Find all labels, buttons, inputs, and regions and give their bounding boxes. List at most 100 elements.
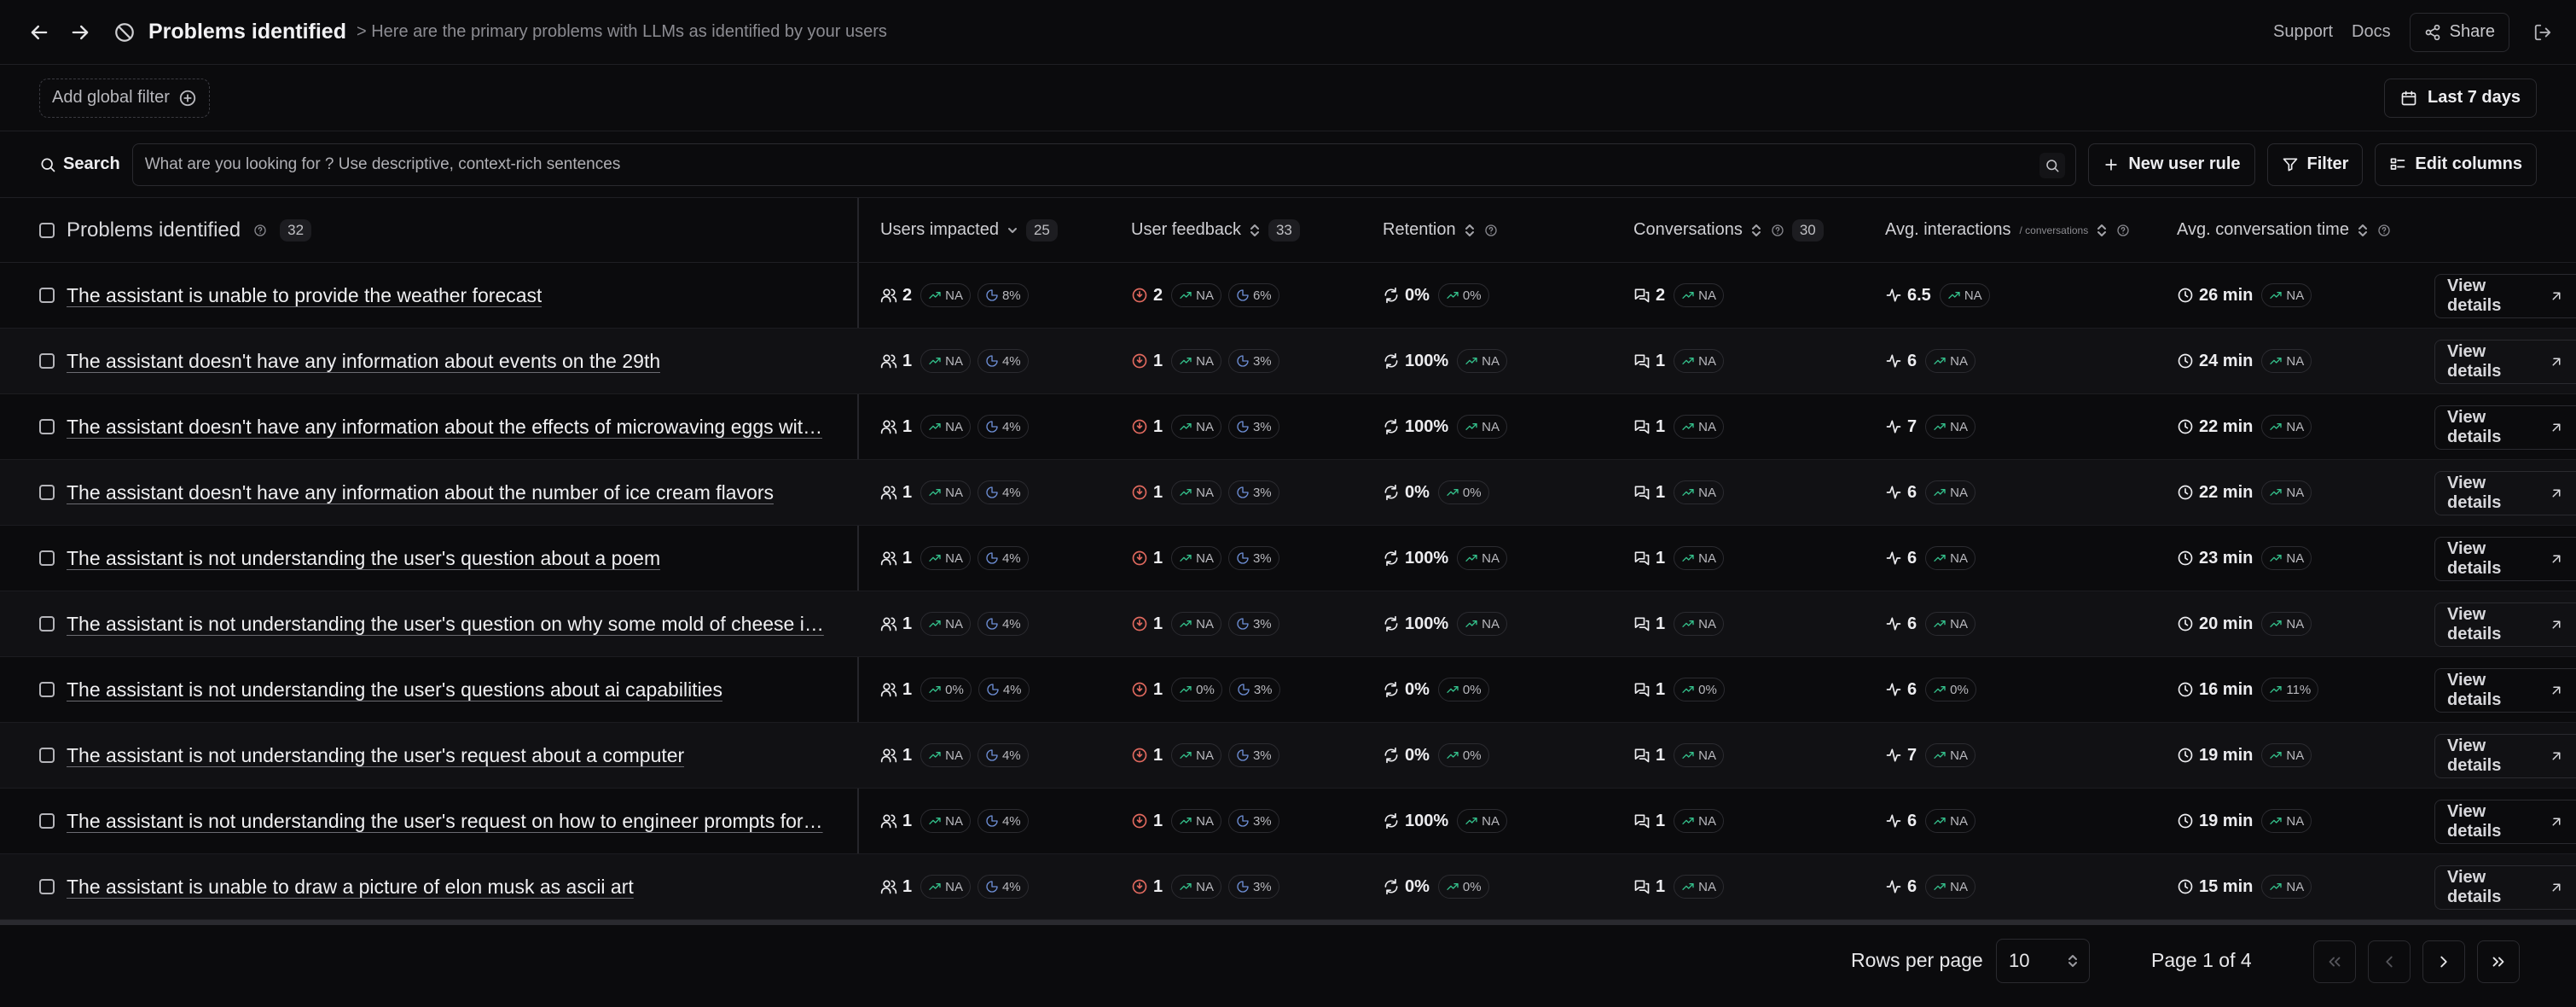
new-user-rule-button[interactable]: New user rule — [2088, 143, 2255, 186]
row-checkbox[interactable] — [39, 485, 55, 500]
refresh-icon — [1383, 352, 1400, 370]
feedback-count: 1 — [1153, 876, 1163, 896]
clock-icon — [2177, 550, 2194, 567]
problem-link[interactable]: The assistant doesn't have any informati… — [67, 480, 774, 504]
view-details-button[interactable]: View details — [2434, 405, 2576, 450]
problem-link[interactable]: The assistant is not understanding the u… — [67, 809, 823, 832]
problem-link[interactable]: The assistant is not understanding the u… — [67, 546, 661, 569]
view-details-button[interactable]: View details — [2434, 602, 2576, 647]
filter-button[interactable]: Filter — [2266, 143, 2364, 186]
view-details-button[interactable]: View details — [2434, 668, 2576, 713]
last-page-icon[interactable] — [2477, 940, 2520, 983]
calendar-icon — [2400, 90, 2417, 107]
thumb-down-icon — [1131, 681, 1148, 698]
filter-bar: Add global filter Last 7 days — [0, 65, 2576, 131]
sort-icon[interactable] — [1248, 222, 1262, 239]
row-checkbox[interactable] — [39, 353, 55, 369]
view-details-button[interactable]: View details — [2434, 734, 2576, 778]
view-details-button[interactable]: View details — [2434, 274, 2576, 318]
share-button[interactable]: Share — [2409, 12, 2509, 52]
interactions-cell: 6 NA — [1885, 460, 1976, 525]
problem-link[interactable]: The assistant is unable to provide the w… — [67, 283, 542, 306]
users-percent-pill: 4% — [977, 809, 1029, 833]
logout-icon[interactable] — [2528, 18, 2557, 47]
forward-arrow-icon[interactable] — [60, 12, 101, 53]
pagination-bar: Rows per page 10 Page 1 of 4 — [0, 925, 2576, 1007]
row-checkbox[interactable] — [39, 550, 55, 566]
view-details-label: View details — [2447, 474, 2502, 512]
rows-per-page-select[interactable]: 10 — [1996, 939, 2090, 983]
row-checkbox[interactable] — [39, 682, 55, 697]
header-avg-interactions[interactable]: Avg. interactions / conversations — [1885, 198, 2131, 262]
refresh-icon — [1383, 287, 1400, 304]
first-page-icon[interactable] — [2313, 940, 2356, 983]
horizontal-scrollbar[interactable] — [0, 920, 2576, 925]
row-checkbox[interactable] — [39, 419, 55, 434]
add-global-filter-button[interactable]: Add global filter — [39, 78, 210, 118]
edit-columns-button[interactable]: Edit columns — [2375, 143, 2537, 186]
conversations-count: 1 — [1656, 876, 1666, 896]
header-conversations[interactable]: Conversations 30 — [1633, 198, 1824, 262]
row-checkbox[interactable] — [39, 813, 55, 829]
help-icon[interactable] — [1770, 223, 1785, 238]
date-range-button[interactable]: Last 7 days — [2384, 78, 2537, 118]
sort-icon[interactable] — [1463, 222, 1477, 239]
previous-page-icon[interactable] — [2368, 940, 2411, 983]
avg-interactions-label: Avg. interactions — [1885, 220, 2011, 239]
problem-link[interactable]: The assistant is not understanding the u… — [67, 743, 685, 766]
back-arrow-icon[interactable] — [19, 12, 60, 53]
columns-icon — [2389, 156, 2406, 173]
docs-link[interactable]: Docs — [2352, 22, 2391, 41]
help-icon[interactable] — [2376, 223, 2392, 238]
time-trend-value: NA — [2286, 550, 2305, 566]
next-page-icon[interactable] — [2422, 940, 2465, 983]
view-details-button[interactable]: View details — [2434, 340, 2576, 384]
conversations-count: 1 — [1656, 351, 1666, 370]
thumb-down-icon — [1131, 747, 1148, 764]
view-details-button[interactable]: View details — [2434, 800, 2576, 844]
row-checkbox[interactable] — [39, 748, 55, 763]
header-user-feedback[interactable]: User feedback 33 — [1131, 198, 1300, 262]
trend-up-icon — [1465, 814, 1478, 828]
header-users-impacted[interactable]: Users impacted 25 — [880, 198, 1058, 262]
feedback-trend-value: NA — [1196, 288, 1214, 303]
table-row: The assistant is unable to provide the w… — [0, 263, 2576, 329]
row-checkbox[interactable] — [39, 288, 55, 303]
help-icon[interactable] — [2115, 223, 2131, 238]
help-icon[interactable] — [252, 223, 268, 238]
time-trend-value: NA — [2286, 813, 2305, 829]
problem-link[interactable]: The assistant is not understanding the u… — [67, 612, 824, 635]
external-link-icon — [2549, 486, 2564, 501]
support-link[interactable]: Support — [2272, 22, 2334, 41]
view-details-button[interactable]: View details — [2434, 865, 2576, 910]
feedback-trend-value: NA — [1196, 419, 1214, 434]
search-submit-icon[interactable] — [2039, 152, 2066, 178]
search-field — [131, 143, 2077, 186]
view-details-button[interactable]: View details — [2434, 471, 2576, 515]
messages-icon — [1633, 615, 1651, 632]
trend-up-icon — [1465, 354, 1478, 368]
problem-link[interactable]: The assistant doesn't have any informati… — [67, 349, 661, 372]
view-details-button[interactable]: View details — [2434, 537, 2576, 581]
row-checkbox[interactable] — [39, 879, 55, 894]
select-all-checkbox[interactable] — [39, 222, 55, 238]
problem-link[interactable]: The assistant doesn't have any informati… — [67, 415, 823, 438]
interactions-count: 6 — [1907, 614, 1917, 633]
search-input[interactable] — [144, 154, 2064, 174]
row-checkbox[interactable] — [39, 616, 55, 632]
conversations-trend-pill: NA — [1674, 283, 1724, 307]
retention-trend-value: 0% — [1462, 682, 1482, 697]
clock-icon — [2177, 812, 2194, 829]
header-avg-conversation-time[interactable]: Avg. conversation time — [2177, 198, 2392, 262]
sort-icon[interactable] — [2095, 222, 2109, 239]
messages-icon — [1633, 550, 1651, 567]
sort-icon[interactable] — [1749, 222, 1763, 239]
problem-link[interactable]: The assistant is not understanding the u… — [67, 678, 722, 701]
problem-link[interactable]: The assistant is unable to draw a pictur… — [67, 875, 634, 898]
header-retention[interactable]: Retention — [1383, 198, 1499, 262]
chevron-down-icon[interactable] — [1006, 222, 1019, 239]
help-icon[interactable] — [1483, 223, 1499, 238]
sort-icon[interactable] — [2356, 222, 2370, 239]
external-link-icon — [2549, 814, 2564, 829]
trend-up-icon — [2269, 748, 2283, 762]
